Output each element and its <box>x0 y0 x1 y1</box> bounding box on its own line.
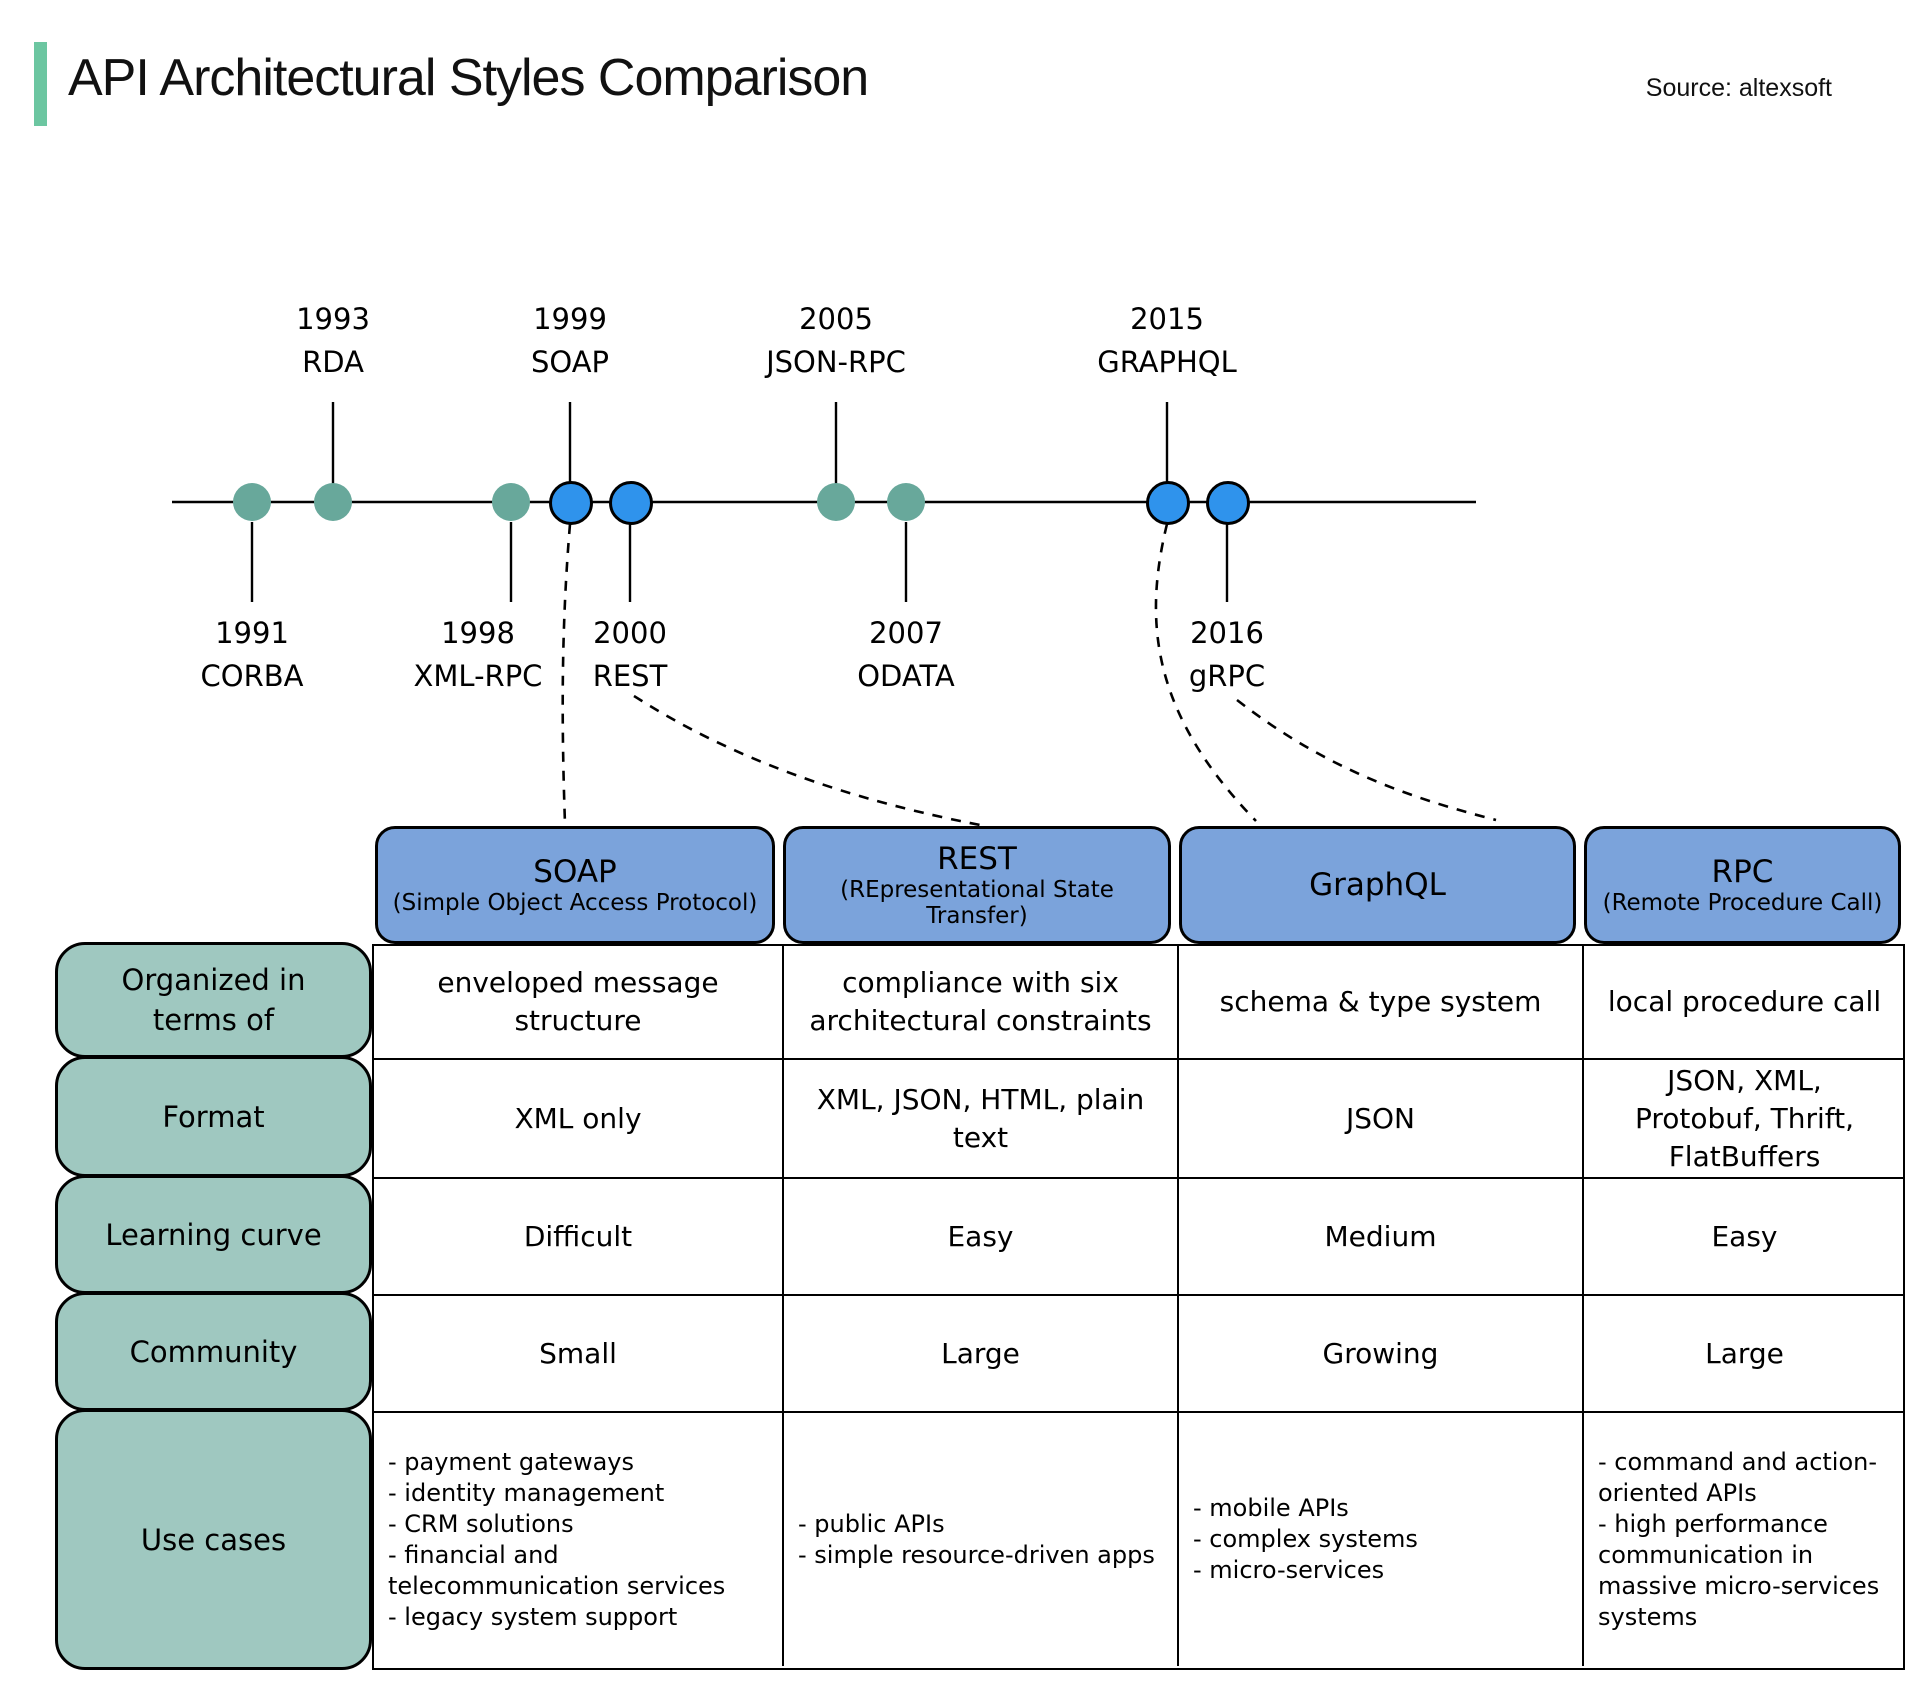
column-name: GraphQL <box>1309 867 1446 903</box>
cell-graphql-format: JSON <box>1177 1058 1582 1177</box>
timeline-label-grpc: 2016 gRPC <box>1097 612 1357 698</box>
column-subtitle: (Simple Object Access Protocol) <box>392 890 758 916</box>
cell-soap-organized: enveloped message structure <box>437 966 719 1037</box>
title-accent-bar <box>34 42 47 126</box>
event-name: XML-RPC <box>413 659 543 693</box>
cell-rest-use-cases: - public APIs - simple resource-driven a… <box>782 1411 1177 1666</box>
row-label-community: Community <box>55 1292 372 1411</box>
timeline-label-graphql: 2015 GRAPHQL <box>1037 298 1297 384</box>
timeline-label-corba: 1991 CORBA <box>122 612 382 698</box>
event-year: 1993 <box>296 302 370 336</box>
timeline-dot-grpc <box>1206 481 1250 525</box>
connector-rpc-column <box>1236 698 1497 822</box>
cell-graphql-use-cases: - mobile APIs - complex systems - micro-… <box>1177 1411 1582 1666</box>
cell-graphql-community: Growing <box>1177 1294 1582 1411</box>
cell-rest-organized: compliance with six architectural constr… <box>782 946 1177 1058</box>
connector-graphql-column <box>1154 523 1257 822</box>
cell-graphql-organized: schema & type system <box>1177 946 1582 1058</box>
cell-soap-learning: Difficult <box>374 1177 782 1294</box>
connector-rest-column <box>633 694 981 827</box>
timeline-dot-xmlrpc <box>492 483 530 521</box>
timeline-dot-rda <box>314 483 352 521</box>
event-year: 1999 <box>533 302 607 336</box>
timeline-label-soap: 1999 SOAP <box>440 298 700 384</box>
event-name: RDA <box>302 345 364 379</box>
timeline-label-odata: 2007 ODATA <box>776 612 1036 698</box>
timeline-label-xmlrpc: 1998 XML-RPC <box>348 612 608 698</box>
source-credit: Source: altexsoft <box>1645 74 1832 102</box>
column-name: RPC <box>1711 854 1774 890</box>
column-subtitle: (REpresentational State Transfer) <box>840 877 1114 929</box>
column-name: REST <box>937 841 1017 877</box>
event-name: JSON-RPC <box>766 345 906 379</box>
page-title: API Architectural Styles Comparison <box>68 49 869 107</box>
timeline-dot-odata <box>887 483 925 521</box>
column-name: SOAP <box>533 854 617 890</box>
timeline-dot-corba <box>233 483 271 521</box>
row-label-organized: Organized in terms of <box>55 942 372 1058</box>
event-name: CORBA <box>200 659 304 693</box>
cell-rpc-organized: local procedure call <box>1582 946 1905 1058</box>
timeline-dot-soap <box>549 481 593 525</box>
cell-soap-use-cases: - payment gateways - identity management… <box>374 1411 782 1666</box>
event-year: 1998 <box>441 616 515 650</box>
cell-rest-learning: Easy <box>782 1177 1177 1294</box>
column-header-rest: REST (REpresentational State Transfer) <box>783 826 1171 944</box>
cell-rpc-format: JSON, XML, Protobuf, Thrift, FlatBuffers <box>1582 1058 1905 1177</box>
comparison-table: enveloped message structure compliance w… <box>372 944 1905 1670</box>
event-name: SOAP <box>530 345 610 379</box>
row-label-use-cases: Use cases <box>55 1409 372 1670</box>
event-year: 2015 <box>1130 302 1204 336</box>
cell-rpc-community: Large <box>1582 1294 1905 1411</box>
event-name: gRPC <box>1188 659 1266 693</box>
event-name: ODATA <box>857 659 955 693</box>
event-year: 2000 <box>593 616 667 650</box>
cell-rpc-learning: Easy <box>1582 1177 1905 1294</box>
event-name: GRAPHQL <box>1097 345 1237 379</box>
column-header-rpc: RPC (Remote Procedure Call) <box>1584 826 1901 944</box>
column-header-soap: SOAP (Simple Object Access Protocol) <box>375 826 775 944</box>
column-subtitle: (Remote Procedure Call) <box>1602 890 1883 916</box>
timeline-dot-jsonrpc <box>817 483 855 521</box>
timeline-dot-rest <box>609 481 653 525</box>
cell-rest-community: Large <box>782 1294 1177 1411</box>
cell-graphql-learning: Medium <box>1177 1177 1582 1294</box>
event-year: 2007 <box>869 616 943 650</box>
cell-soap-format: XML only <box>374 1058 782 1177</box>
row-label-learning-curve: Learning curve <box>55 1175 372 1294</box>
event-year: 2005 <box>799 302 873 336</box>
column-header-graphql: GraphQL <box>1179 826 1576 944</box>
cell-rpc-use-cases: - command and action-oriented APIs - hig… <box>1582 1411 1905 1666</box>
row-label-format: Format <box>55 1056 372 1177</box>
timeline-label-rda: 1993 RDA <box>203 298 463 384</box>
event-year: 2016 <box>1190 616 1264 650</box>
timeline-dot-graphql <box>1146 481 1190 525</box>
event-name: REST <box>592 659 668 693</box>
timeline-label-rest: 2000 REST <box>500 612 760 698</box>
event-year: 1991 <box>215 616 289 650</box>
timeline-label-jsonrpc: 2005 JSON-RPC <box>706 298 966 384</box>
cell-rest-format: XML, JSON, HTML, plain text <box>782 1058 1177 1177</box>
cell-soap-community: Small <box>374 1294 782 1411</box>
